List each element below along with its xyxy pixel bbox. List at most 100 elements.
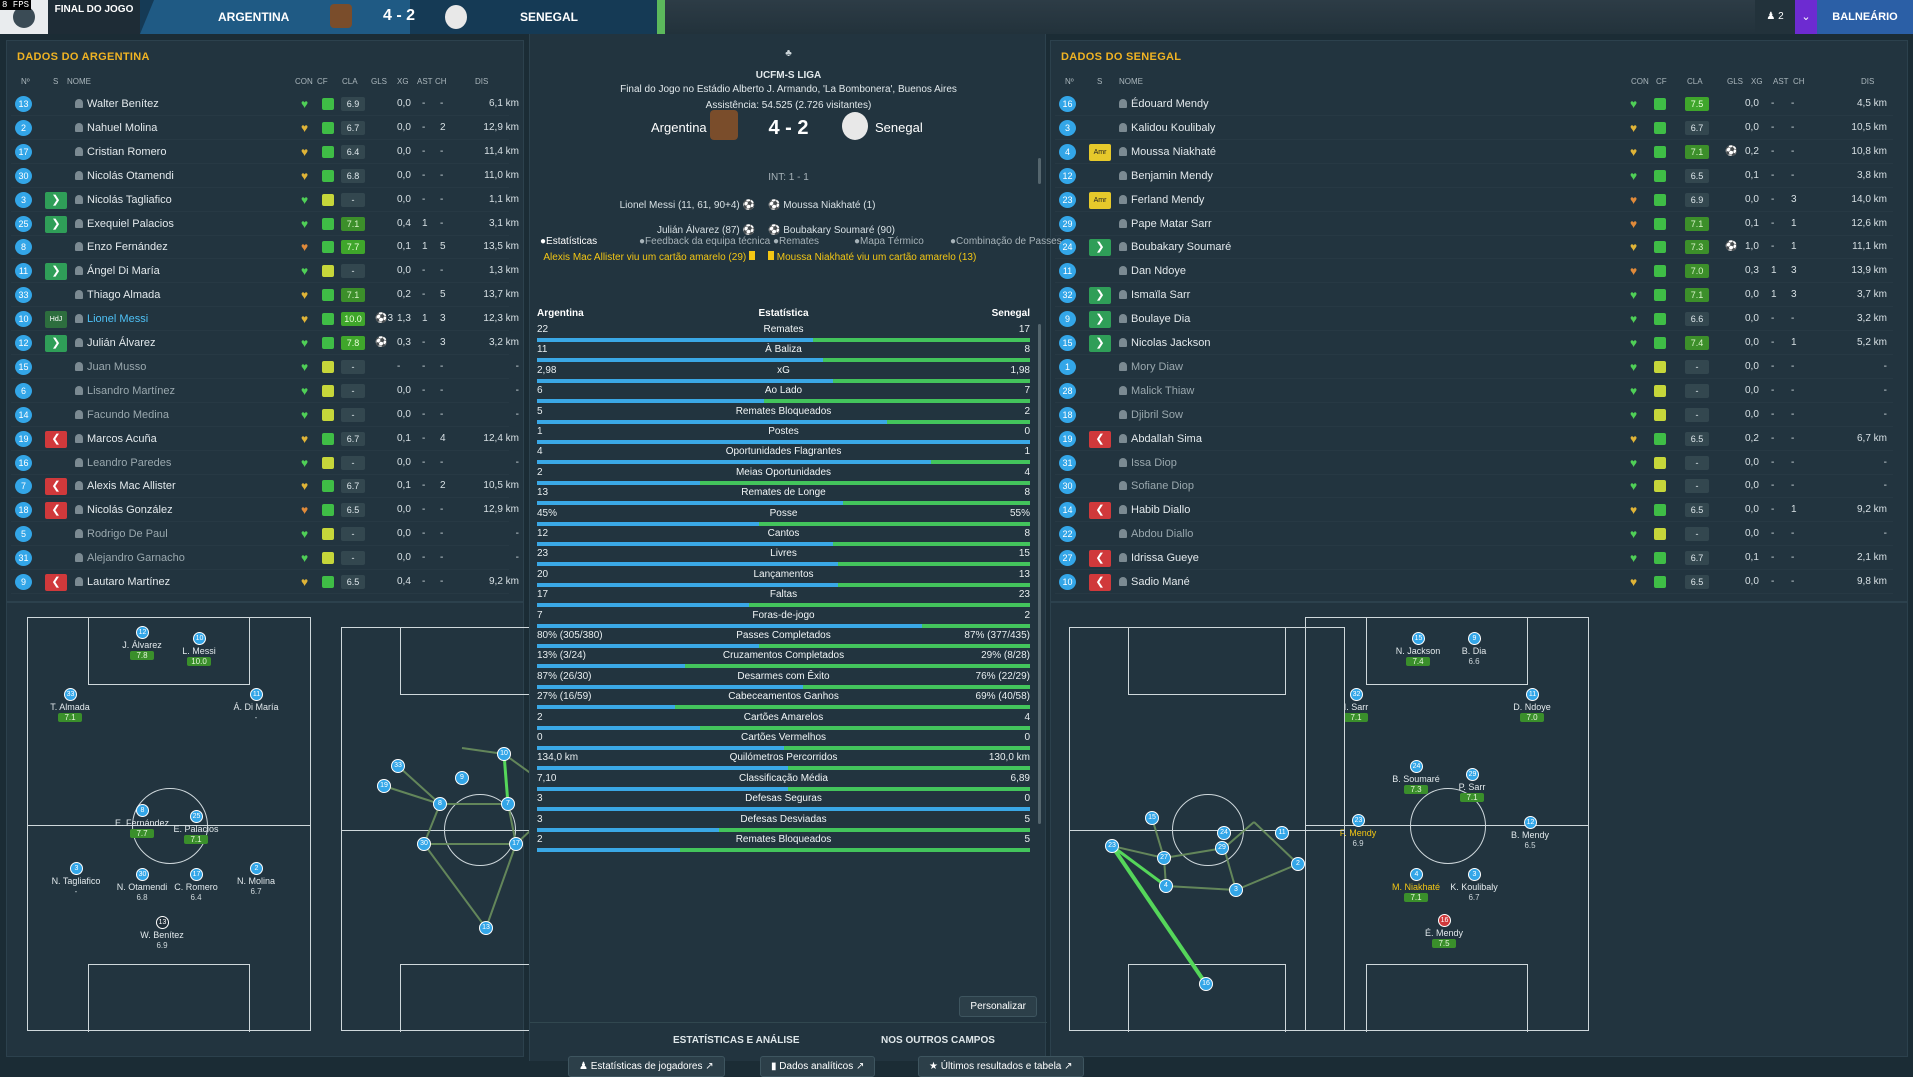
player-row[interactable]: 12 Benjamin Mendy ♥ 6.5 0,1- -3,8 km <box>1055 165 1893 188</box>
player-name[interactable]: Djibril Sow <box>1131 408 1183 421</box>
player-row[interactable]: 14 ❮ Habib Diallo ♥ 6.5 0,0- 1 9,2 km <box>1055 499 1893 523</box>
tab-combinacao-passes[interactable]: ● Combinação de Passes <box>950 236 1062 247</box>
formation-player-dot[interactable]: 13 <box>156 916 169 929</box>
player-name[interactable]: Marcos Acuña <box>87 432 157 445</box>
column-header[interactable]: CLA <box>1687 77 1703 86</box>
player-name[interactable]: Benjamin Mendy <box>1131 169 1213 182</box>
player-name[interactable]: Nicolas Jackson <box>1131 337 1211 349</box>
player-name[interactable]: Issa Diop <box>1131 456 1177 469</box>
player-name[interactable]: Thiago Almada <box>87 289 161 302</box>
column-header[interactable]: CON <box>295 77 313 86</box>
player-row[interactable]: 4 Amr Moussa Niakhaté ♥ 7.1 ⚽ 0,2- -10,8 km <box>1055 141 1893 164</box>
column-header[interactable]: GLS <box>371 77 388 86</box>
player-name[interactable]: Alejandro Garnacho <box>87 552 185 565</box>
personalizar-button[interactable]: Personalizar <box>959 996 1037 1017</box>
player-row[interactable]: 16 Leandro Paredes ♥ -0,0- - - <box>11 452 519 475</box>
player-row[interactable]: 23 Amr Ferland Mendy ♥ 6.9 0,0- 3 14,0 km <box>1055 189 1893 212</box>
formation-player-dot[interactable]: 10 <box>193 632 206 645</box>
player-name[interactable]: Sadio Mané <box>1131 576 1190 588</box>
formation-player-dot[interactable]: 12 <box>136 626 149 639</box>
player-name[interactable]: Nahuel Molina <box>87 121 158 134</box>
formation-player-dot[interactable]: 11 <box>250 688 263 701</box>
player-row[interactable]: 33 Thiago Almada ♥ 7.1 0,2- 5 13,7 km <box>11 284 519 308</box>
player-name[interactable]: Dan Ndoye <box>1131 265 1187 278</box>
column-header[interactable]: AST <box>417 77 433 86</box>
formation-player-dot[interactable]: 8 <box>136 804 149 817</box>
column-header[interactable]: NOME <box>1119 77 1143 86</box>
stats-scrollbar[interactable] <box>1038 324 1041 824</box>
player-name[interactable]: Ismaïla Sarr <box>1131 289 1191 302</box>
column-header[interactable]: Nº <box>1065 77 1074 86</box>
player-row[interactable]: 30 Sofiane Diop ♥ -0,0- - - <box>1055 475 1893 499</box>
player-name[interactable]: Mory Diaw <box>1131 360 1183 373</box>
column-header[interactable]: DIS <box>1861 77 1875 86</box>
player-name[interactable]: Malick Thiaw <box>1131 384 1195 397</box>
player-row[interactable]: 13 Walter Benítez ♥ 6.9 0,0- -6,1 km <box>11 93 519 116</box>
formation-player-dot[interactable]: 3 <box>1468 868 1481 881</box>
player-name[interactable]: Moussa Niakhaté <box>1131 145 1216 158</box>
player-name[interactable]: Sofiane Diop <box>1131 480 1194 493</box>
player-name[interactable]: Lionel Messi <box>87 313 149 326</box>
player-row[interactable]: 10 HdJ Lionel Messi ♥ 10.0 ⚽3 1,3 1 3 12,3 km <box>11 308 519 332</box>
player-name[interactable]: Ferland Mendy <box>1131 193 1205 206</box>
player-name[interactable]: Leandro Paredes <box>87 456 172 469</box>
player-row[interactable]: 7 ❮ Alexis Mac Allister ♥ 6.7 0,1- 2 10,5 km <box>11 475 519 499</box>
player-name[interactable]: Kalidou Koulibaly <box>1131 121 1216 134</box>
column-header[interactable]: CF <box>1656 77 1667 86</box>
player-name[interactable]: Juan Musso <box>87 360 147 373</box>
player-row[interactable]: 6 Lisandro Martínez ♥ -0,0- - - <box>11 380 519 403</box>
player-row[interactable]: 24 ❯ Boubakary Soumaré ♥ 7.3 ⚽ 1,0- 1 11,1 km <box>1055 236 1893 260</box>
player-name[interactable]: Enzo Fernández <box>87 241 168 254</box>
player-row[interactable]: 31 Alejandro Garnacho ♥ -0,0- - - <box>11 547 519 571</box>
player-row[interactable]: 14 Facundo Medina ♥ -0,0- - - <box>11 404 519 427</box>
formation-player-dot[interactable]: 4 <box>1410 868 1423 881</box>
column-header[interactable]: CF <box>317 77 328 86</box>
player-row[interactable]: 15 ❯ Nicolas Jackson ♥ 7.4 0,0 - 1 5,2 km <box>1055 332 1893 355</box>
formation-player-dot[interactable]: 33 <box>64 688 77 701</box>
formation-player-dot[interactable]: 11 <box>1526 688 1539 701</box>
formation-player-dot[interactable]: 17 <box>190 868 203 881</box>
column-header[interactable]: XG <box>1751 77 1763 86</box>
player-row[interactable]: 17 Cristian Romero ♥ 6.4 0,0- -11,4 km <box>11 141 519 164</box>
player-name[interactable]: Facundo Medina <box>87 408 169 421</box>
analytics-button[interactable]: ▮ Dados analíticos ↗ <box>760 1056 876 1077</box>
balneario-button[interactable]: BALNEÁRIO <box>1817 0 1913 34</box>
formation-player-dot[interactable]: 29 <box>1466 768 1479 781</box>
player-row[interactable]: 10 ❮ Sadio Mané ♥ 6.5 0,0 - - 9,8 km <box>1055 571 1893 594</box>
column-header[interactable]: CON <box>1631 77 1649 86</box>
player-name[interactable]: Ángel Di María <box>87 265 160 278</box>
events-scrollbar[interactable] <box>1038 158 1041 184</box>
player-row[interactable]: 19 ❮ Marcos Acuña ♥ 6.7 0,1- 4 12,4 km <box>11 428 519 451</box>
formation-player-dot[interactable]: 16 <box>1438 914 1451 927</box>
tab-remates[interactable]: ● Remates <box>773 236 820 247</box>
player-row[interactable]: 25 ❯ Exequiel Palacios ♥ 7.1 0,4 1- 3,1 km <box>11 213 519 236</box>
column-header[interactable]: GLS <box>1727 77 1744 86</box>
player-name[interactable]: Habib Diallo <box>1131 504 1191 517</box>
formation-player-dot[interactable]: 24 <box>1410 760 1423 773</box>
column-header[interactable]: XG <box>397 77 409 86</box>
player-name[interactable]: Nicolás González <box>87 504 173 517</box>
player-row[interactable]: 18 ❮ Nicolás González ♥ 6.5 0,0- -12,9 km <box>11 499 519 523</box>
player-row[interactable]: 29 Pape Matar Sarr ♥ 7.1 0,1- 1 12,6 km <box>1055 213 1893 236</box>
latest-results-button[interactable]: ★ Últimos resultados e tabela ↗ <box>918 1056 1084 1077</box>
formation-player-dot[interactable]: 32 <box>1350 688 1363 701</box>
player-name[interactable]: Pape Matar Sarr <box>1131 217 1212 230</box>
column-header[interactable]: DIS <box>475 77 489 86</box>
player-row[interactable]: 2 Nahuel Molina ♥ 6.7 0,0- 2 12,9 km <box>11 117 519 140</box>
player-name[interactable]: Cristian Romero <box>87 145 167 158</box>
player-row[interactable]: 1 Mory Diaw ♥ -0,0- - - <box>1055 356 1893 379</box>
column-header[interactable]: CH <box>1793 77 1805 86</box>
player-row[interactable]: 31 Issa Diop ♥ -0,0- - - <box>1055 452 1893 475</box>
player-name[interactable]: Édouard Mendy <box>1131 98 1209 110</box>
player-row[interactable]: 32 ❯ Ismaïla Sarr ♥ 7.1 0,0 1 3 3,7 km <box>1055 284 1893 308</box>
player-row[interactable]: 3 Kalidou Koulibaly ♥ 6.7 0,0- -10,5 km <box>1055 117 1893 140</box>
column-header[interactable]: NOME <box>67 77 91 86</box>
column-header[interactable]: S <box>1097 77 1103 86</box>
player-row[interactable]: 22 Abdou Diallo ♥ -0,0- - - <box>1055 523 1893 547</box>
column-header[interactable]: AST <box>1773 77 1789 86</box>
column-header[interactable]: CLA <box>342 77 358 86</box>
player-row[interactable]: 12 ❯ Julián Álvarez ♥ 7.8 ⚽ 0,3- 3 3,2 km <box>11 332 519 355</box>
column-header[interactable]: CH <box>435 77 447 86</box>
player-row[interactable]: 9 ❯ Boulaye Dia ♥ 6.6 0,0- -3,2 km <box>1055 308 1893 332</box>
player-row[interactable]: 5 Rodrigo De Paul ♥ -0,0- - - <box>11 523 519 547</box>
